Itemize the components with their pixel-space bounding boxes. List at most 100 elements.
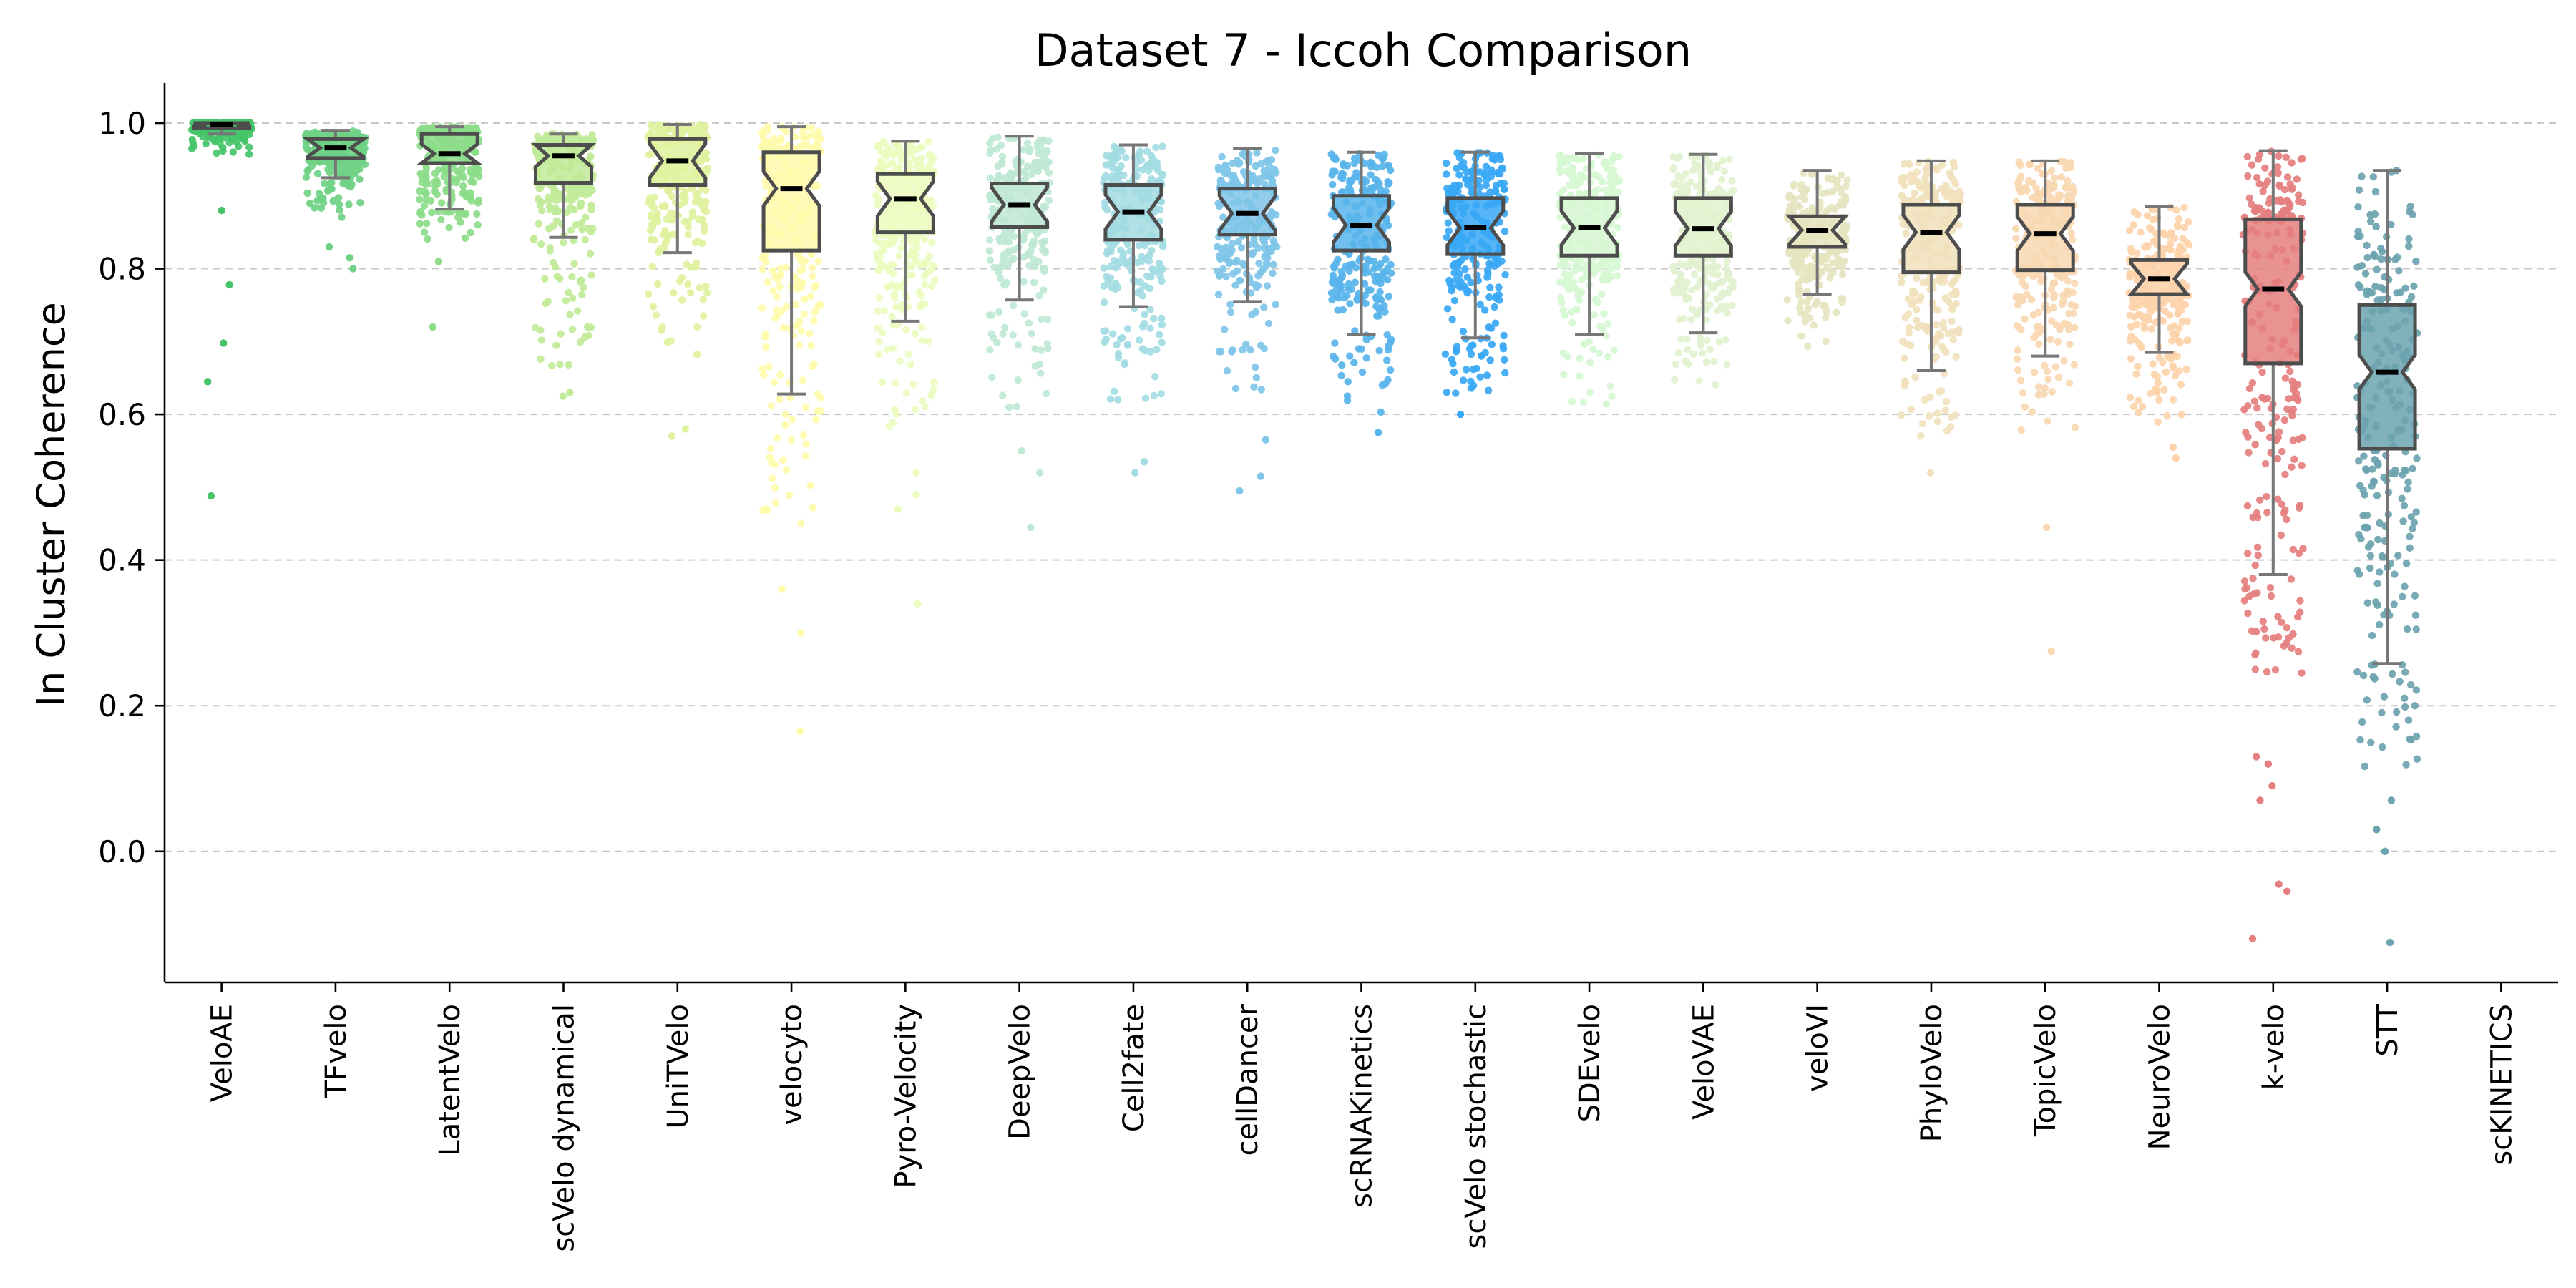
data-point (1614, 263, 1621, 270)
data-point (1330, 154, 1338, 162)
data-point (1585, 337, 1594, 346)
data-point (1041, 203, 1050, 211)
data-point (587, 228, 595, 236)
data-point (698, 218, 707, 225)
data-point (908, 263, 916, 270)
data-point (1152, 143, 1160, 152)
data-point (418, 178, 426, 187)
data-point (1941, 187, 1949, 195)
data-point (1797, 180, 1805, 189)
data-point (877, 148, 885, 156)
data-point (1372, 163, 1380, 171)
data-point (1385, 179, 1393, 187)
outlier-point (912, 490, 920, 499)
data-point (890, 150, 898, 158)
data-point (2126, 337, 2135, 345)
data-point (1714, 270, 1722, 278)
data-point (1387, 336, 1395, 343)
data-point (2289, 545, 2297, 554)
data-point (1158, 321, 1166, 328)
data-point (420, 228, 429, 236)
outlier-point (2268, 782, 2276, 790)
data-point (1009, 301, 1018, 310)
data-point (1570, 278, 1578, 286)
data-point (1913, 168, 1921, 176)
data-point (809, 504, 817, 512)
data-point (1361, 269, 1370, 277)
data-point (2015, 182, 2023, 190)
data-point (1377, 408, 1385, 416)
data-point (2298, 462, 2306, 469)
data-point (566, 311, 574, 318)
data-point (1347, 285, 1356, 293)
data-point (1106, 395, 1115, 403)
data-point (2378, 248, 2386, 255)
data-point (2127, 248, 2136, 256)
data-point (782, 127, 791, 136)
data-point (245, 143, 253, 151)
data-point (691, 238, 699, 247)
data-point (1468, 189, 1476, 197)
data-point (1261, 171, 1269, 179)
data-point (1719, 278, 1727, 286)
data-point (2032, 184, 2040, 192)
data-point (1337, 371, 1345, 379)
data-point (2175, 308, 2182, 316)
data-point (1040, 286, 1048, 294)
data-point (776, 283, 784, 291)
data-point (1951, 411, 1959, 419)
data-point (644, 290, 653, 298)
outlier-point (2381, 847, 2389, 856)
data-point (2263, 668, 2271, 676)
data-point (1264, 157, 1272, 165)
data-point (2285, 203, 2293, 211)
data-point (811, 283, 819, 291)
data-point (2356, 283, 2364, 291)
data-point (2275, 181, 2283, 189)
data-point (1924, 328, 1932, 336)
data-point (1952, 291, 1960, 298)
data-point (2296, 502, 2304, 509)
data-point (1911, 189, 1918, 197)
data-point (2127, 355, 2135, 363)
data-point (2401, 582, 2409, 590)
data-point (2131, 303, 2139, 311)
outlier-point (2172, 454, 2180, 462)
data-point (1579, 155, 1587, 162)
data-point (2065, 309, 2073, 318)
data-point (782, 466, 791, 474)
data-point (551, 263, 560, 271)
data-point (2258, 368, 2266, 376)
data-point (2387, 220, 2395, 229)
data-point (2251, 441, 2259, 449)
data-point (769, 287, 777, 295)
data-point (1246, 346, 1254, 354)
data-point (1250, 383, 1258, 391)
data-point (1694, 283, 1702, 291)
data-point (1469, 365, 1477, 374)
data-point (2256, 496, 2264, 504)
data-point (1334, 306, 1342, 314)
data-point (345, 200, 353, 208)
data-point (2251, 665, 2259, 673)
data-point (1347, 187, 1355, 195)
data-point (1842, 182, 1850, 190)
data-point (1110, 142, 1118, 151)
data-point (2151, 386, 2160, 394)
data-point (2357, 535, 2365, 543)
data-point (1342, 262, 1350, 270)
data-point (1581, 264, 1589, 272)
data-point (1043, 147, 1052, 155)
boxplot-9 (1217, 147, 1277, 303)
data-point (1029, 241, 1038, 249)
data-point (1669, 165, 1677, 174)
data-point (311, 204, 318, 212)
data-point (759, 507, 767, 514)
data-point (565, 361, 572, 369)
data-point (1602, 332, 1610, 340)
data-point (2248, 379, 2257, 387)
data-point (552, 341, 560, 349)
data-point (665, 185, 673, 194)
data-point (1214, 291, 1223, 298)
data-point (1484, 386, 1493, 394)
